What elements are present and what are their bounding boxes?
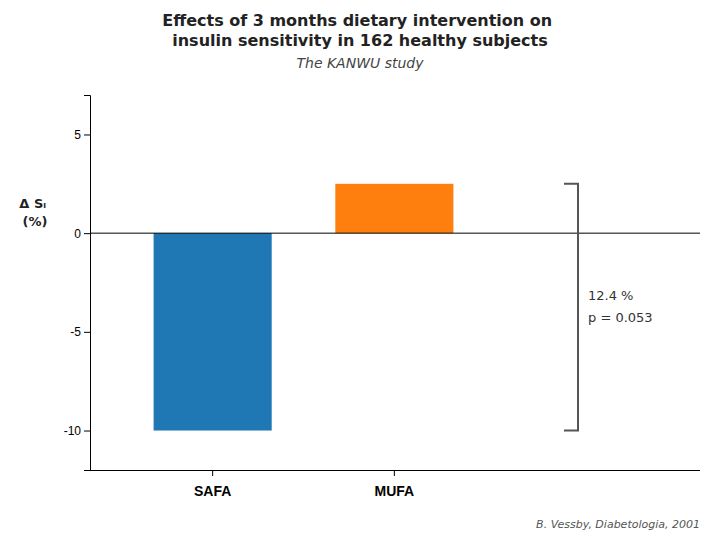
chart: Effects of 3 months dietary intervention…: [0, 0, 720, 540]
x-tick-mark: [212, 470, 213, 476]
x-tick: MUFA: [375, 470, 415, 499]
y-tick-mark: [84, 134, 90, 135]
bars: [154, 184, 454, 431]
zero-line: [90, 233, 700, 234]
x-tick-mark: [394, 470, 395, 476]
y-tick: -5: [70, 325, 90, 339]
x-tick-label: MUFA: [375, 483, 415, 499]
y-tick-label: 5: [74, 128, 81, 142]
subtitle: The KANWU study: [296, 55, 424, 71]
plot: -10 -5 0 5 SAFA MUFA Δ Sᵢ (%) 12.4 % p = 0.053: [19, 96, 700, 499]
annotation: p = 0.053: [588, 310, 653, 325]
y-tick-mark: [84, 431, 90, 432]
y-tick: -10: [64, 424, 90, 438]
bar: [154, 233, 272, 430]
y-tick-label: -5: [70, 325, 81, 339]
x-tick-label: SAFA: [194, 483, 231, 499]
x-axis-line: [90, 470, 700, 471]
annotation: 12.4 %: [588, 288, 633, 303]
bracket: [564, 184, 578, 431]
y-tick-mark: [84, 332, 90, 333]
x-axis: SAFA MUFA: [90, 470, 700, 499]
x-tick: SAFA: [194, 470, 231, 499]
y-axis: -10 -5 0 5: [64, 96, 91, 471]
y-tick-label: -10: [64, 424, 82, 438]
y-axis-line: [84, 96, 91, 471]
caption: B. Vessby, Diabetologia, 2001: [536, 518, 700, 531]
y-axis-label: Δ Sᵢ (%): [19, 196, 50, 229]
y-tick-label: 0: [74, 226, 81, 240]
y-tick: 0: [74, 226, 90, 240]
y-tick-mark: [84, 233, 90, 234]
title: Effects of 3 months dietary intervention…: [162, 11, 557, 50]
bar: [335, 184, 453, 233]
y-tick: 5: [74, 128, 90, 142]
